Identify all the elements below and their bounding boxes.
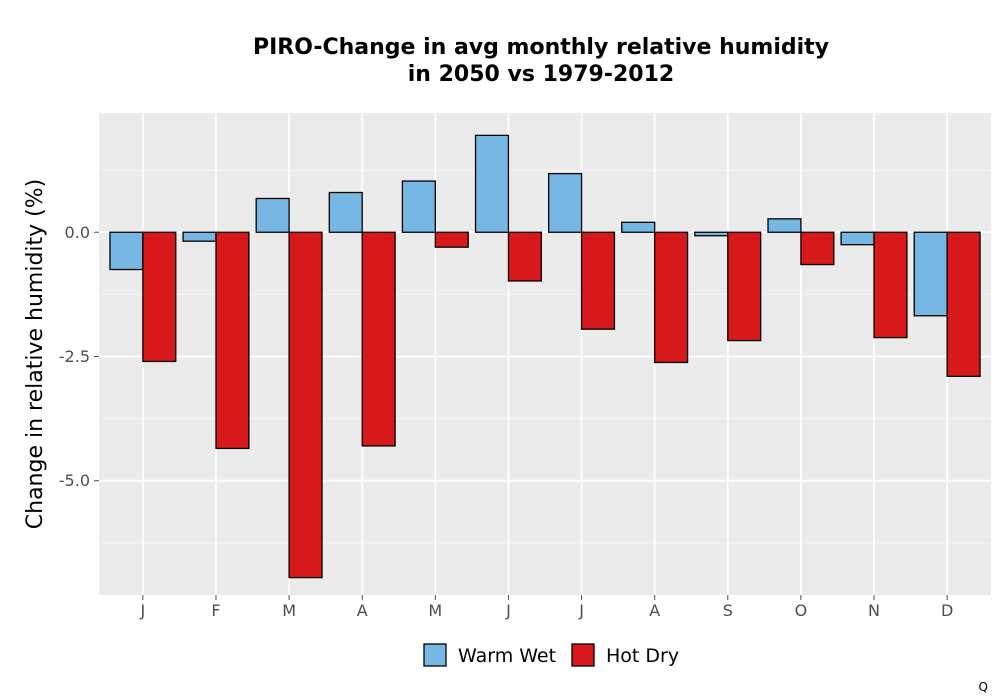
x-tick-label: O [795,601,808,620]
chart-title-line-1: PIRO-Change in avg monthly relative humi… [253,35,829,60]
bar-warm-wet [694,231,729,237]
bar-hot-dry [361,231,396,447]
bar-hot-dry [946,231,981,378]
x-tick-label: S [723,601,733,620]
bar-hot-dry [727,231,762,342]
y-axis: -5.0 -2.5 0.0 [59,223,99,490]
bar-warm-wet [767,218,802,233]
bar-warm-wet [840,231,875,246]
footnote: Q [979,680,988,694]
bar-warm-wet [548,172,583,233]
legend-key-warm-wet [423,643,447,667]
y-tick-label: -2.5 [59,347,90,366]
legend-label-warm-wet: Warm Wet [458,645,556,667]
legend-key-hot-dry [571,643,595,667]
legend: Warm Wet Hot Dry [423,643,679,667]
bar-warm-wet [401,180,436,233]
bar-warm-wet [474,134,510,233]
chart-title-line-2: in 2050 vs 1979-2012 [408,62,674,87]
bar-warm-wet [328,191,363,233]
bar-hot-dry [434,231,469,248]
x-tick-label: J [505,601,511,620]
bar-warm-wet [109,231,144,271]
y-tick-label: -5.0 [59,471,90,490]
bars [109,134,981,579]
bar-hot-dry [288,231,323,579]
x-tick-label: N [868,601,880,620]
bar-hot-dry [873,231,908,339]
bar-hot-dry [654,231,689,364]
bar-warm-wet [621,221,656,233]
y-tick-label: 0.0 [65,223,90,242]
bar-warm-wet [182,231,217,242]
x-tick-label: A [357,601,368,620]
x-tick-label: M [428,601,442,620]
y-axis-title: Change in relative humidity (%) [23,179,48,529]
x-tick-label: D [941,601,953,620]
legend-label-hot-dry: Hot Dry [606,645,679,667]
x-tick-label: J [578,601,584,620]
x-tick-label: M [282,601,296,620]
bar-hot-dry [507,231,542,282]
bar-hot-dry [580,231,616,330]
bar-hot-dry [800,231,835,266]
x-tick-label: F [211,601,220,620]
grid-minor [99,169,991,544]
x-tick-label: A [649,601,660,620]
bar-hot-dry [142,231,177,363]
bar-hot-dry [215,231,250,450]
bar-warm-wet [913,231,948,317]
x-tick-label: J [140,601,146,620]
bar-warm-wet [255,197,290,233]
